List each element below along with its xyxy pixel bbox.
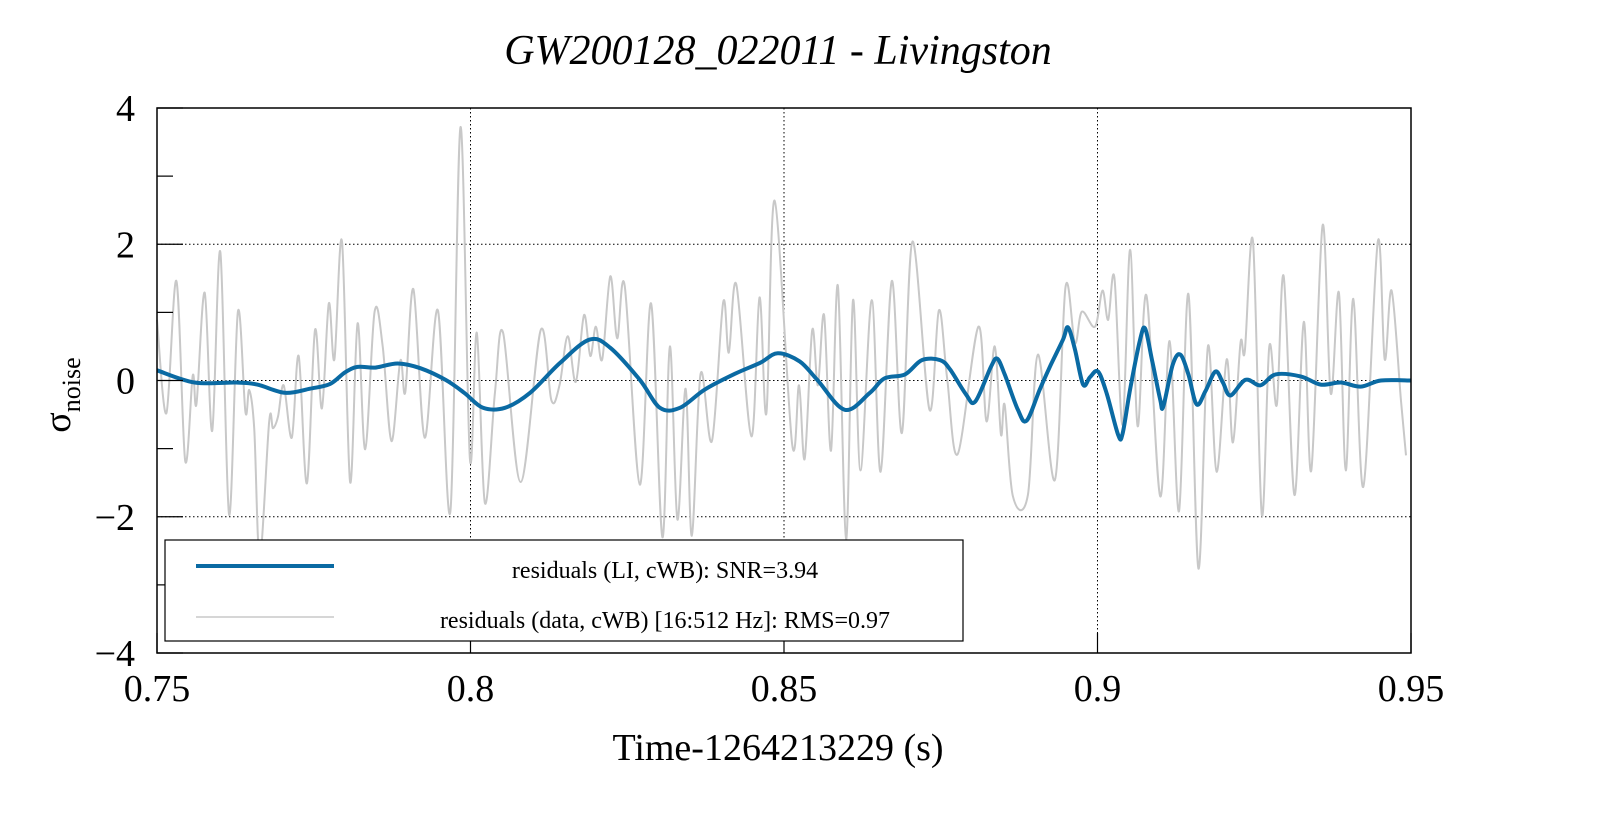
y-axis-label-sub: noise [57, 357, 86, 412]
legend-label-model: residuals (LI, cWB): SNR=3.94 [512, 558, 818, 584]
x-tick-label: 0.75 [124, 668, 191, 710]
y-axis-label: σnoise [37, 357, 86, 432]
axis-ticks: 0.75 0.8 0.85 0.9 0.95 4 2 0 −2 −4 [95, 88, 1445, 710]
y-tick-label: 4 [116, 88, 135, 130]
x-tick-label: 0.8 [447, 668, 495, 710]
model-residuals-line [156, 325, 1412, 442]
y-tick-label: −2 [95, 497, 135, 539]
legend: residuals (LI, cWB): SNR=3.94 residuals … [164, 539, 964, 642]
x-axis-label: Time-1264213229 (s) [612, 727, 943, 769]
y-axis-label-main: σ [37, 412, 79, 432]
y-tick-label: 0 [116, 361, 135, 403]
chart-title: GW200128_022011 - Livingston [504, 28, 1052, 74]
data-residuals-line [156, 126, 1407, 570]
legend-label-data: residuals (data, cWB) [16:512 Hz]: RMS=0… [440, 608, 890, 634]
legend-box [164, 539, 964, 642]
y-tick-label: 2 [116, 224, 135, 266]
svg-text:σnoise: σnoise [37, 357, 86, 432]
x-tick-label: 0.95 [1378, 668, 1445, 710]
series-lines [156, 126, 1412, 570]
y-tick-label: −4 [95, 633, 135, 675]
x-tick-label: 0.85 [751, 668, 818, 710]
x-tick-label: 0.9 [1074, 668, 1122, 710]
